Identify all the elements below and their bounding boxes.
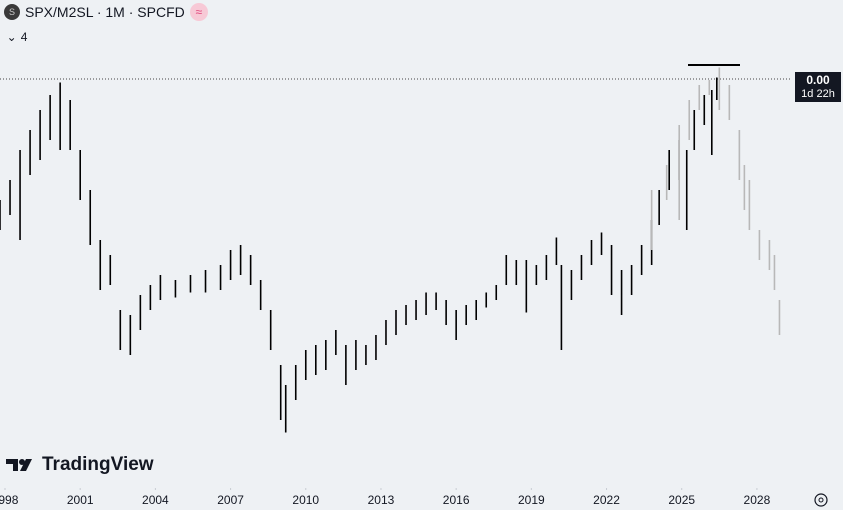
chevron: ⌄	[6, 30, 17, 44]
settings-button[interactable]	[814, 493, 828, 507]
symbol-icon: S	[4, 4, 20, 20]
logo	[6, 459, 32, 471]
data-status[interactable]: ≈	[189, 3, 208, 21]
x-tick-label: 2007	[217, 493, 244, 507]
x-tick-label: 2001	[67, 493, 94, 507]
x-tick-label: 2028	[744, 493, 771, 507]
price-label: 0.00 1d 22h	[795, 72, 841, 102]
marks	[0, 67, 781, 433]
price-value: 0.00	[806, 73, 830, 87]
x-tick-label: 2016	[443, 493, 470, 507]
x-tick-label: 2004	[142, 493, 169, 507]
settings-icon	[818, 497, 824, 503]
symbol-title[interactable]: SPX/M2SL · 1M · SPCFD	[25, 4, 185, 20]
indicator-count: 4	[20, 30, 28, 44]
countdown: 1d 22h	[801, 88, 835, 100]
x-tick-label: 2019	[518, 493, 545, 507]
x-tick-label: 2010	[292, 493, 319, 507]
brand-name: TradingView	[42, 454, 154, 475]
x-tick-label: 2022	[593, 493, 620, 507]
x-tick-label: 2013	[368, 493, 395, 507]
x-axis: 1998 2001 2004 2007 2010 2013 2016 2019 2022 2025…	[0, 488, 771, 507]
x-tick-label: 1998	[0, 493, 19, 507]
collapse-button[interactable]: ⌄ 4	[2, 28, 32, 46]
branding: TradingView	[6, 454, 154, 476]
header: S SPX/M2SL · 1M · SPCFD ≈	[4, 3, 208, 21]
x-tick-label: 2025	[668, 493, 695, 507]
